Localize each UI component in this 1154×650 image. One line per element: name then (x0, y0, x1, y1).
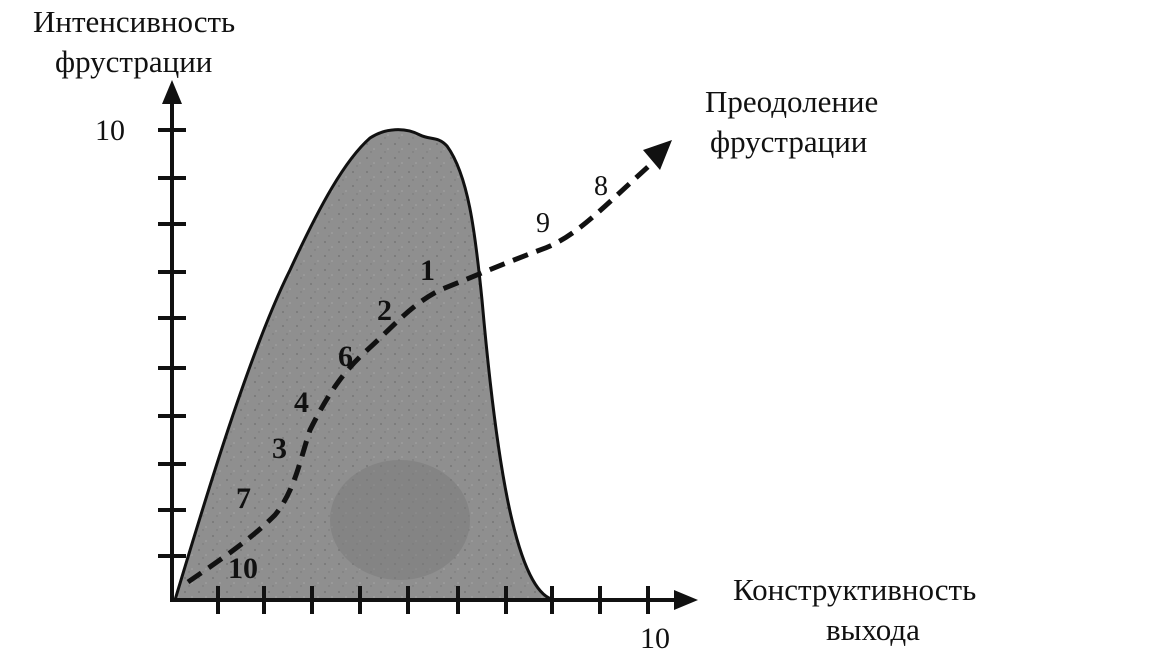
y-axis-arrow (162, 80, 182, 104)
arrow-label-line2: фрустрации (710, 124, 867, 159)
x-max-label: 10 (640, 622, 670, 650)
region-dark-patch (330, 460, 470, 580)
y-axis-title-line1: Интенсивность (33, 4, 235, 39)
frustration-path (186, 163, 652, 585)
point-label-3: 3 (272, 432, 287, 465)
y-axis-ticks (158, 128, 186, 558)
y-axis-title-line2: фрустрации (55, 44, 212, 79)
x-axis-arrow (674, 590, 698, 610)
x-axis-title-line1: Конструктивность (733, 572, 976, 607)
x-axis-title-line2: выхода (826, 612, 920, 647)
y-max-label: 10 (95, 114, 125, 147)
point-label-1: 1 (420, 254, 435, 287)
point-label-2: 2 (377, 294, 392, 327)
point-label-8: 8 (594, 171, 608, 202)
point-label-7: 7 (236, 482, 251, 515)
arrow-label-line1: Преодоление (705, 84, 878, 119)
point-label-9: 9 (536, 208, 550, 239)
point-label-6: 6 (338, 340, 353, 373)
path-arrowhead (643, 140, 672, 170)
frustration-region (172, 128, 556, 602)
point-label-4: 4 (294, 386, 309, 419)
point-label-10: 10 (228, 552, 258, 585)
x-axis-ticks (216, 586, 650, 614)
